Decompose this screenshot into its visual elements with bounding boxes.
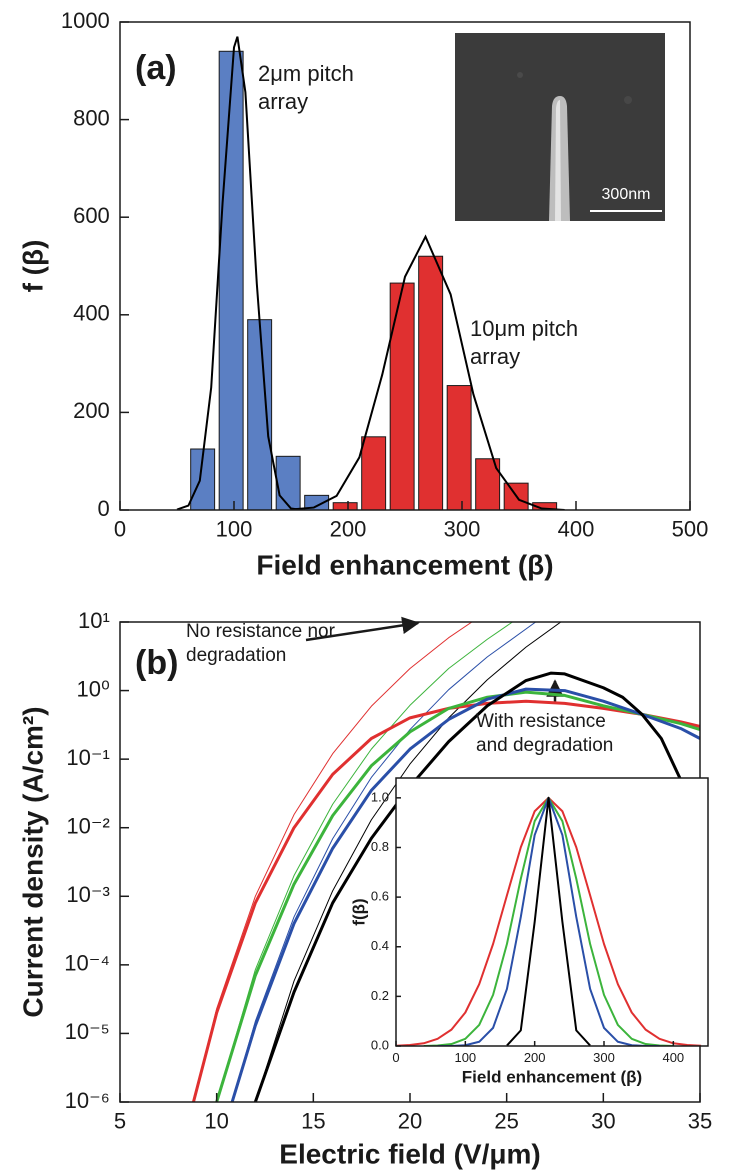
chart-panel: 0 100 200 300 400 0.0 0.2 0.4 0.6 0.8 1.0 Field enh…: [349, 777, 709, 1086]
x-tick-label: 0: [114, 517, 126, 542]
x-tick-label: 100: [216, 517, 253, 542]
annotation: 2μm pitch: [258, 61, 354, 86]
panel-label: (a): [135, 49, 177, 87]
histogram-bar: [475, 458, 501, 510]
plot-area: [176, 36, 565, 510]
fit-curve: [290, 234, 565, 510]
sem-speck: [517, 72, 523, 78]
y-tick-label: 0.2: [371, 988, 389, 1003]
histogram-bar: [332, 502, 358, 510]
y-tick-label: 10⁻³: [66, 882, 109, 907]
plot-area: [192, 622, 700, 1102]
x-tick-label: 35: [688, 1109, 712, 1134]
plot-area: [396, 796, 702, 1046]
line-series: [231, 622, 536, 1102]
y-tick-label: 0.8: [371, 839, 389, 854]
line-series: [192, 622, 473, 1102]
plot-frame: [119, 21, 691, 511]
chart-panel: 5 10 15 20 25 30 35 10¹ 10⁰ 10⁻¹ 10⁻² 10⁻³ 10⁻⁴ 10⁻⁵ 1…: [17, 608, 712, 1170]
y-axis-label: f (β): [17, 240, 48, 293]
y-tick-label: 0.6: [371, 889, 389, 904]
scale-label: 300nm: [602, 186, 651, 203]
line-series: [216, 622, 513, 1102]
histogram-bar: [361, 436, 387, 510]
x-tick-label: 10: [204, 1109, 228, 1134]
y-tick-label: 1.0: [371, 789, 389, 804]
y-tick-label: 10⁻⁴: [64, 951, 110, 976]
y-tick-label: 10⁻¹: [66, 745, 109, 770]
annotation: array: [258, 89, 308, 114]
sem-image: 300nm: [455, 33, 665, 221]
line-series: [253, 671, 700, 1102]
inset-background: [396, 778, 708, 1046]
annotation: With resistance: [476, 711, 606, 732]
x-axis-label: Electric field (V/μm): [279, 1138, 540, 1169]
y-tick-label: 10⁻⁶: [65, 1088, 110, 1113]
line-series: [254, 622, 562, 1102]
line-series: [506, 796, 591, 1046]
y-tick-label: 0.0: [371, 1037, 389, 1052]
y-tick-label: 10⁰: [77, 676, 110, 701]
annotation: and degradation: [476, 735, 613, 756]
x-tick-label: 200: [330, 517, 367, 542]
annotation: array: [470, 344, 520, 369]
histogram-bar: [418, 255, 444, 510]
y-tick-label: 10¹: [78, 608, 110, 633]
x-tick-label: 20: [398, 1109, 422, 1134]
x-tick-label: 400: [662, 1050, 684, 1065]
y-tick-label: 400: [73, 301, 110, 326]
annotation: 10μm pitch: [470, 316, 578, 341]
x-tick-label: 500: [672, 517, 709, 542]
histogram-bar: [275, 455, 301, 510]
x-axis-label: Field enhancement (β): [462, 1067, 642, 1086]
annotation-arrow: [305, 616, 420, 642]
y-tick-label: 10⁻⁵: [65, 1019, 110, 1044]
y-tick-label: 800: [73, 105, 110, 130]
x-tick-label: 400: [558, 517, 595, 542]
y-tick-label: 0.4: [371, 938, 389, 953]
sem-speck: [624, 96, 632, 104]
x-tick-label: 300: [444, 517, 481, 542]
histogram-bar: [190, 448, 216, 510]
y-tick-label: 0: [98, 496, 110, 521]
panel-label: (b): [135, 644, 178, 682]
nanowire-highlight: [555, 100, 561, 221]
y-tick-label: 600: [73, 203, 110, 228]
annotation: degradation: [186, 645, 286, 666]
x-tick-label: 300: [593, 1050, 615, 1065]
histogram-bar: [446, 385, 472, 510]
y-axis-label: f(β): [349, 898, 368, 925]
x-axis-label: Field enhancement (β): [256, 549, 553, 580]
x-tick-label: 0: [392, 1050, 399, 1065]
histogram-bar: [218, 50, 244, 510]
y-axis-label: Current density (A/cm²): [17, 706, 48, 1017]
y-tick-label: 10⁻²: [66, 814, 109, 839]
y-tick-label: 1000: [61, 8, 110, 33]
histogram-bar: [247, 319, 273, 510]
histogram-bar: [389, 282, 415, 510]
x-tick-label: 100: [454, 1050, 476, 1065]
annotation: No resistance nor: [186, 621, 336, 642]
x-tick-label: 15: [301, 1109, 325, 1134]
x-tick-label: 30: [591, 1109, 615, 1134]
x-tick-label: 25: [494, 1109, 518, 1134]
line-series: [230, 687, 700, 1102]
fit-curve: [176, 36, 303, 510]
x-tick-label: 5: [114, 1109, 126, 1134]
plot-frame: [395, 777, 709, 1047]
chart-panel: 0 100 200 300 400 500 0 200 400 600 800 1000 Field e…: [17, 8, 708, 581]
x-tick-label: 200: [524, 1050, 546, 1065]
y-tick-label: 200: [73, 398, 110, 423]
